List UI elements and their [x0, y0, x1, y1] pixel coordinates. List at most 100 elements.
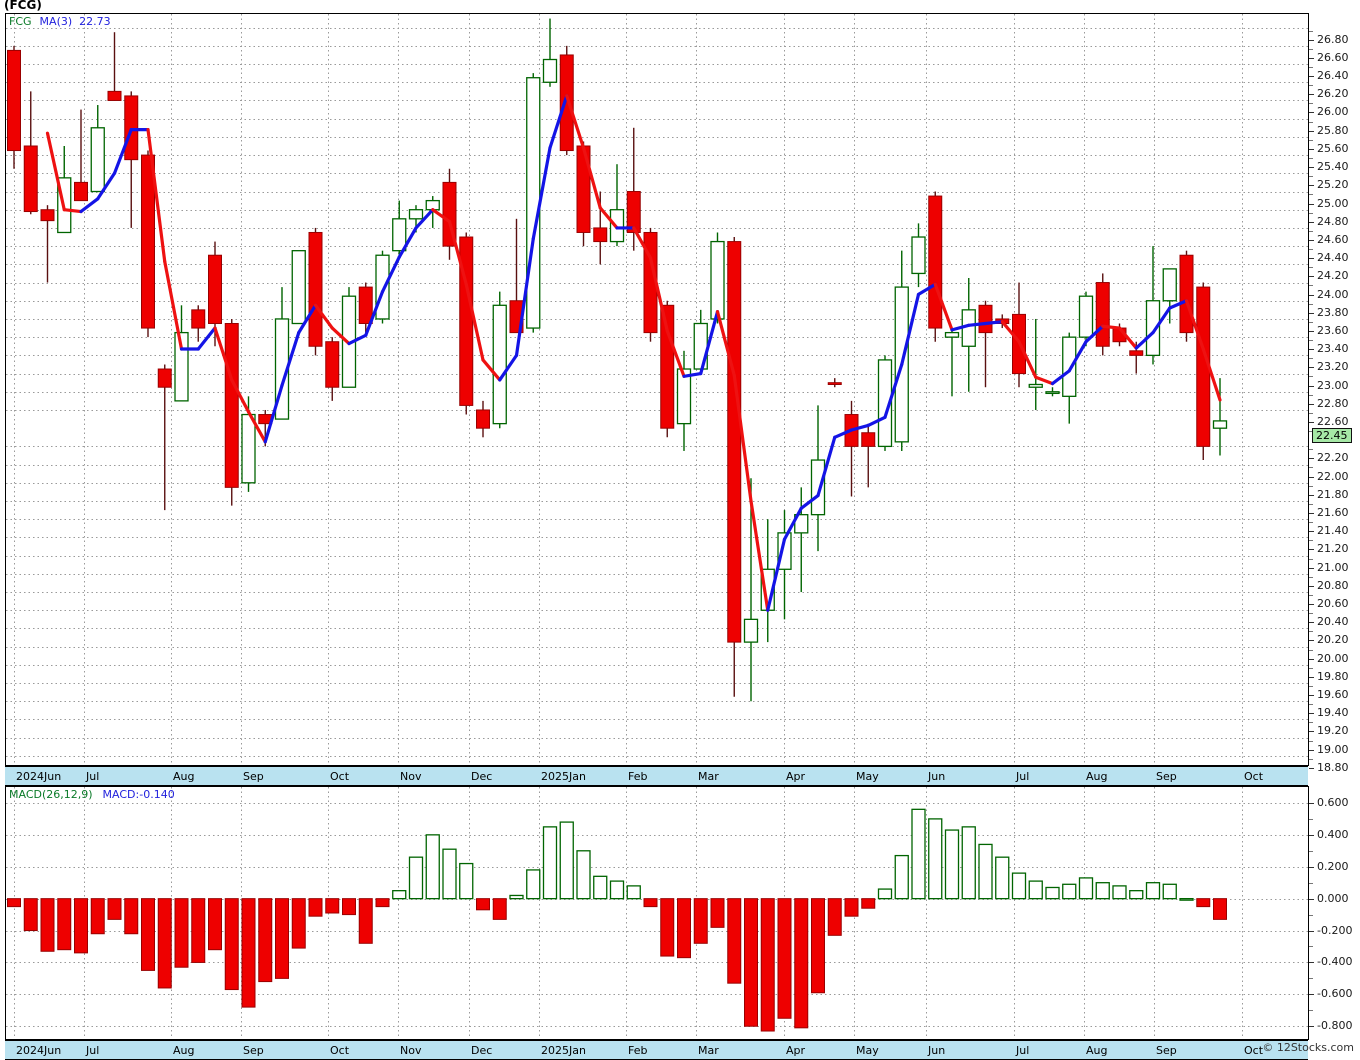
macd-histogram-bar [559, 821, 574, 900]
ma-line-segment [916, 282, 937, 296]
macd-histogram-bar [124, 898, 139, 935]
macd-histogram-bar [861, 898, 876, 909]
macd-plot-svg [6, 787, 1308, 1039]
price-chart-panel[interactable] [5, 13, 1308, 766]
macd-histogram-bar [1078, 877, 1094, 900]
price-axis-minor-tick [1309, 577, 1313, 578]
ma-line-segment [1101, 324, 1122, 330]
macd-chart-panel[interactable] [5, 786, 1308, 1040]
price-axis-tick [1309, 94, 1314, 95]
macd-histogram-bar [509, 894, 524, 900]
macd-histogram-bar [40, 898, 55, 952]
candlestick [358, 282, 373, 333]
price-axis-label: 23.80 [1317, 305, 1349, 319]
macd-axis-tick [1309, 931, 1314, 932]
macd-axis-label: 0.000 [1317, 891, 1349, 905]
price-axis-label: 20.00 [1317, 651, 1349, 665]
price-axis-tick [1309, 731, 1314, 732]
ma-line-segment [598, 206, 619, 230]
ma-line-segment [246, 410, 267, 444]
candlestick [743, 478, 759, 702]
macd-histogram-bar [1213, 898, 1227, 920]
macd-histogram-bar [291, 898, 306, 949]
price-axis-minor-tick [1309, 285, 1313, 286]
price-axis-label: 24.00 [1317, 287, 1349, 301]
price-axis-label: 19.80 [1317, 669, 1349, 683]
price-axis-label: 19.40 [1317, 706, 1349, 720]
macd-histogram-bar [57, 898, 72, 951]
macd-histogram-bar [157, 898, 172, 989]
candlestick [291, 250, 306, 325]
price-axis-minor-tick [1309, 31, 1313, 32]
candlestick [710, 232, 725, 324]
macd-axis-minor-tick [1309, 946, 1313, 947]
date-label-price: Jul [1016, 770, 1030, 783]
macd-axis: 0.600 0.400 0.200 0.000 -0.200 -0.400 -0.600 -0… [1308, 786, 1360, 1040]
legend-macd-name: MACD(26,12,9) [9, 788, 93, 801]
macd-histogram-bar [476, 898, 490, 911]
candlestick [442, 168, 457, 260]
ma-line-segment [632, 226, 653, 260]
candlestick [1095, 273, 1110, 356]
date-label-macd: Nov [400, 1044, 422, 1057]
price-axis-label: 22.20 [1317, 451, 1349, 465]
macd-histogram-bar [375, 898, 390, 908]
price-axis-tick [1309, 349, 1314, 350]
price-axis-label: 22.00 [1317, 469, 1349, 483]
macd-axis-minor-tick [1309, 978, 1313, 979]
date-label-price: Jun [928, 770, 946, 783]
macd-histogram-bar [995, 856, 1010, 900]
macd-histogram-bar [459, 862, 474, 900]
ma-line-segment [849, 423, 870, 432]
date-label-macd: Sep [1156, 1044, 1177, 1057]
date-label-macd: May [856, 1044, 879, 1057]
macd-histogram-bar [442, 848, 457, 900]
price-axis-tick [1309, 495, 1314, 496]
copyright-notice: © 12Stocks.com [1262, 1041, 1354, 1054]
date-label-price: Aug [173, 770, 195, 783]
price-axis-minor-tick [1309, 158, 1313, 159]
date-label-price: Feb [628, 770, 648, 783]
price-axis-tick [1309, 659, 1314, 660]
ma-line-segment [163, 260, 184, 351]
candlestick [157, 364, 172, 511]
price-axis-tick [1309, 258, 1314, 259]
candlestick [1196, 282, 1211, 461]
price-axis-label: 21.80 [1317, 487, 1349, 501]
price-axis-label: 21.40 [1317, 524, 1349, 538]
price-axis-tick [1309, 331, 1314, 332]
price-axis-tick [1309, 531, 1314, 532]
price-axis-minor-tick [1309, 176, 1313, 177]
macd-histogram-bar [744, 898, 758, 1027]
price-axis-label: 22.80 [1317, 396, 1349, 410]
candlestick [107, 32, 122, 101]
price-axis-minor-tick [1309, 486, 1313, 487]
price-axis-label: 24.20 [1317, 269, 1349, 283]
date-label-price: Oct [1244, 770, 1264, 783]
candlestick [1078, 291, 1094, 347]
candlestick [392, 200, 407, 256]
ma-line-segment [682, 371, 703, 378]
price-axis-tick [1309, 222, 1314, 223]
price-axis-tick [1309, 167, 1314, 168]
price-axis-tick [1309, 276, 1314, 277]
ma-line-segment [1201, 347, 1222, 402]
price-axis-label: 26.40 [1317, 69, 1349, 83]
macd-histogram-bar [1062, 883, 1077, 900]
price-axis-minor-tick [1309, 304, 1313, 305]
ma-line-segment [297, 303, 318, 335]
ma-line-segment [230, 378, 251, 414]
price-axis-label: 21.20 [1317, 542, 1349, 556]
price-axis-minor-tick [1309, 213, 1313, 214]
date-axis-price: 2024Jun Jul Aug Sep Oct Nov Dec 2025Jan Feb Mar Ap… [5, 766, 1308, 786]
ma-line-segment [79, 197, 100, 214]
macd-axis-label: 0.200 [1317, 859, 1349, 873]
price-axis-tick [1309, 112, 1314, 113]
candlestick [961, 277, 976, 392]
candlestick [1162, 268, 1177, 324]
ma-line-segment [364, 290, 385, 337]
price-axis-label: 19.60 [1317, 688, 1349, 702]
ma-line-segment [816, 435, 837, 498]
date-label-price: Oct [330, 770, 350, 783]
